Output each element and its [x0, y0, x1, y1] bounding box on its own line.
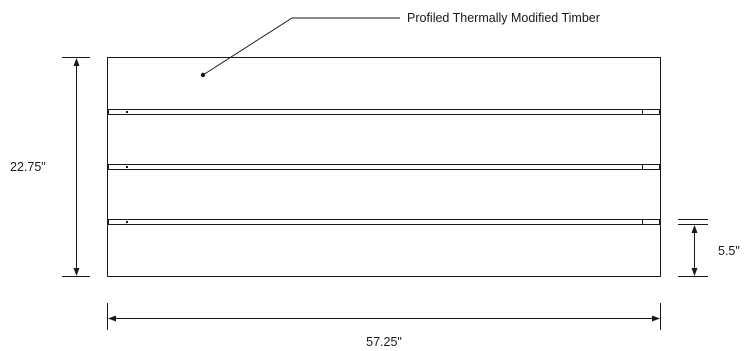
board-arrow-bottom [691, 268, 698, 276]
board-dimension-line [678, 219, 708, 277]
height-arrow-top [73, 58, 80, 66]
height-arrow-bottom [73, 268, 80, 276]
width-arrow-left [108, 315, 116, 322]
board-gap-1 [108, 109, 660, 115]
callout-label: Profiled Thermally Modified Timber [407, 11, 600, 25]
width-arrow-right [652, 315, 660, 322]
board-dimension-label: 5.5" [718, 244, 740, 258]
width-dimension-line [107, 303, 661, 330]
board-gap-2 [108, 164, 660, 170]
height-dimension-line [62, 57, 90, 277]
callout-dot [200, 72, 206, 78]
callout-leader-line [202, 17, 400, 76]
width-dimension-label: 57.25" [366, 335, 402, 349]
height-dimension-label: 22.75" [10, 160, 46, 174]
board-gap-3 [108, 219, 660, 225]
panel-outline [107, 57, 661, 277]
board-arrow-top [691, 225, 698, 233]
